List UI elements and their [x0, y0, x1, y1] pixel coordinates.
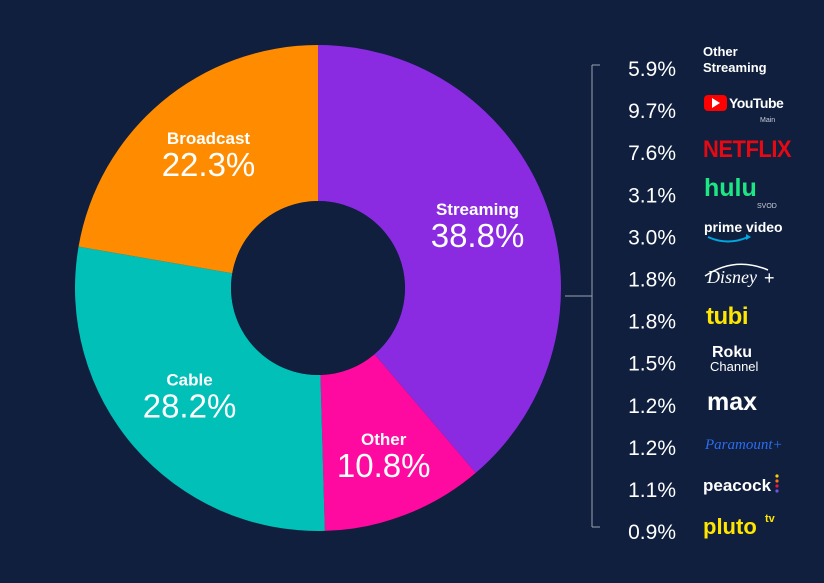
- peacock-logo: peacock: [703, 474, 779, 495]
- pluto-wordmark: pluto: [703, 514, 757, 539]
- paramount-wordmark: Paramount+: [704, 437, 783, 453]
- hulu-logo: hulu SVOD: [704, 174, 777, 210]
- slice-label-other: Other: [361, 430, 407, 449]
- prime-video-logo: prime video: [704, 219, 783, 243]
- disney-wordmark: Disney: [706, 267, 757, 287]
- donut-chart: [74, 45, 561, 532]
- breakdown-percent-youtube-logo: 9.7%: [628, 100, 676, 123]
- breakdown-percent-peacock-logo: 1.1%: [628, 479, 676, 502]
- donut-hole: [231, 201, 405, 375]
- disney-plus-sign: +: [764, 268, 775, 288]
- breakdown-percent-roku-channel-logo: 1.5%: [628, 353, 676, 376]
- breakdown-percent-max-logo: 1.2%: [628, 395, 676, 418]
- pluto-tv-superscript: tv: [765, 513, 776, 525]
- youtube-sub: Main: [760, 117, 775, 124]
- hulu-wordmark: hulu: [704, 174, 757, 202]
- slice-value-broadcast: 22.3%: [162, 146, 256, 183]
- youtube-logo: YouTube Main: [704, 95, 785, 124]
- hulu-sub: SVOD: [757, 203, 777, 210]
- breakdown-bracket: [565, 64, 600, 528]
- breakdown-percent-other-streaming-text: 5.9%: [628, 58, 676, 81]
- peacock-wordmark: peacock: [703, 476, 772, 495]
- roku-channel-logo: Roku Channel: [710, 344, 759, 374]
- youtube-wordmark: YouTube: [729, 95, 784, 111]
- slice-broadcast: [78, 45, 319, 274]
- breakdown-percent-labels: 5.9% 9.7% 7.6% 3.1% 3.0% 1.8% 1.8% 1.5% 1.2% 1.2%…: [628, 58, 676, 544]
- streaming-breakdown: 5.9% 9.7% 7.6% 3.1% 3.0% 1.8% 1.8% 1.5% 1.2% 1.2%…: [628, 44, 793, 544]
- tubi-logo: tubi: [706, 303, 748, 330]
- disney-arc-icon: [704, 263, 769, 277]
- breakdown-percent-prime-video-logo: 3.0%: [628, 226, 676, 249]
- slice-label-cable: Cable: [166, 370, 212, 389]
- pluto-tv-logo: pluto tv: [703, 513, 776, 539]
- paramount-plus-logo: Paramount+: [704, 437, 783, 453]
- roku-wordmark: Roku: [712, 344, 752, 361]
- breakdown-percent-paramount-plus-logo: 1.2%: [628, 437, 676, 460]
- slice-value-streaming: 38.8%: [431, 217, 525, 254]
- slice-other: [320, 354, 476, 531]
- breakdown-percent-tubi-logo: 1.8%: [628, 311, 676, 334]
- breakdown-percent-netflix-logo: 7.6%: [628, 142, 676, 165]
- slice-value-other: 10.8%: [337, 447, 431, 484]
- slice-streaming: [318, 45, 561, 473]
- prime-smile-icon: [707, 236, 749, 243]
- tubi-wordmark: tubi: [706, 303, 748, 330]
- youtube-play-icon: [712, 98, 720, 108]
- max-logo: max: [707, 388, 757, 416]
- slice-label-broadcast: Broadcast: [167, 129, 250, 148]
- disney-plus-logo: Disney +: [704, 263, 775, 288]
- slice-cable: [74, 246, 325, 532]
- netflix-wordmark: NETFLIX: [703, 135, 792, 162]
- breakdown-percent-pluto-tv-logo: 0.9%: [628, 521, 676, 544]
- netflix-logo: NETFLIX: [703, 135, 793, 162]
- other-streaming-text: Other Streaming: [703, 44, 767, 75]
- prime-video-wordmark: prime video: [704, 219, 783, 235]
- slice-label-streaming: Streaming: [436, 200, 519, 219]
- breakdown-percent-hulu-logo: 3.1%: [628, 184, 676, 207]
- other-streaming-line2: Streaming: [703, 60, 767, 75]
- slice-value-cable: 28.2%: [143, 387, 237, 424]
- roku-channel-word: Channel: [710, 359, 759, 374]
- other-streaming-line1: Other: [703, 44, 738, 59]
- breakdown-percent-disney-plus-logo: 1.8%: [628, 269, 676, 292]
- max-wordmark: max: [707, 388, 757, 416]
